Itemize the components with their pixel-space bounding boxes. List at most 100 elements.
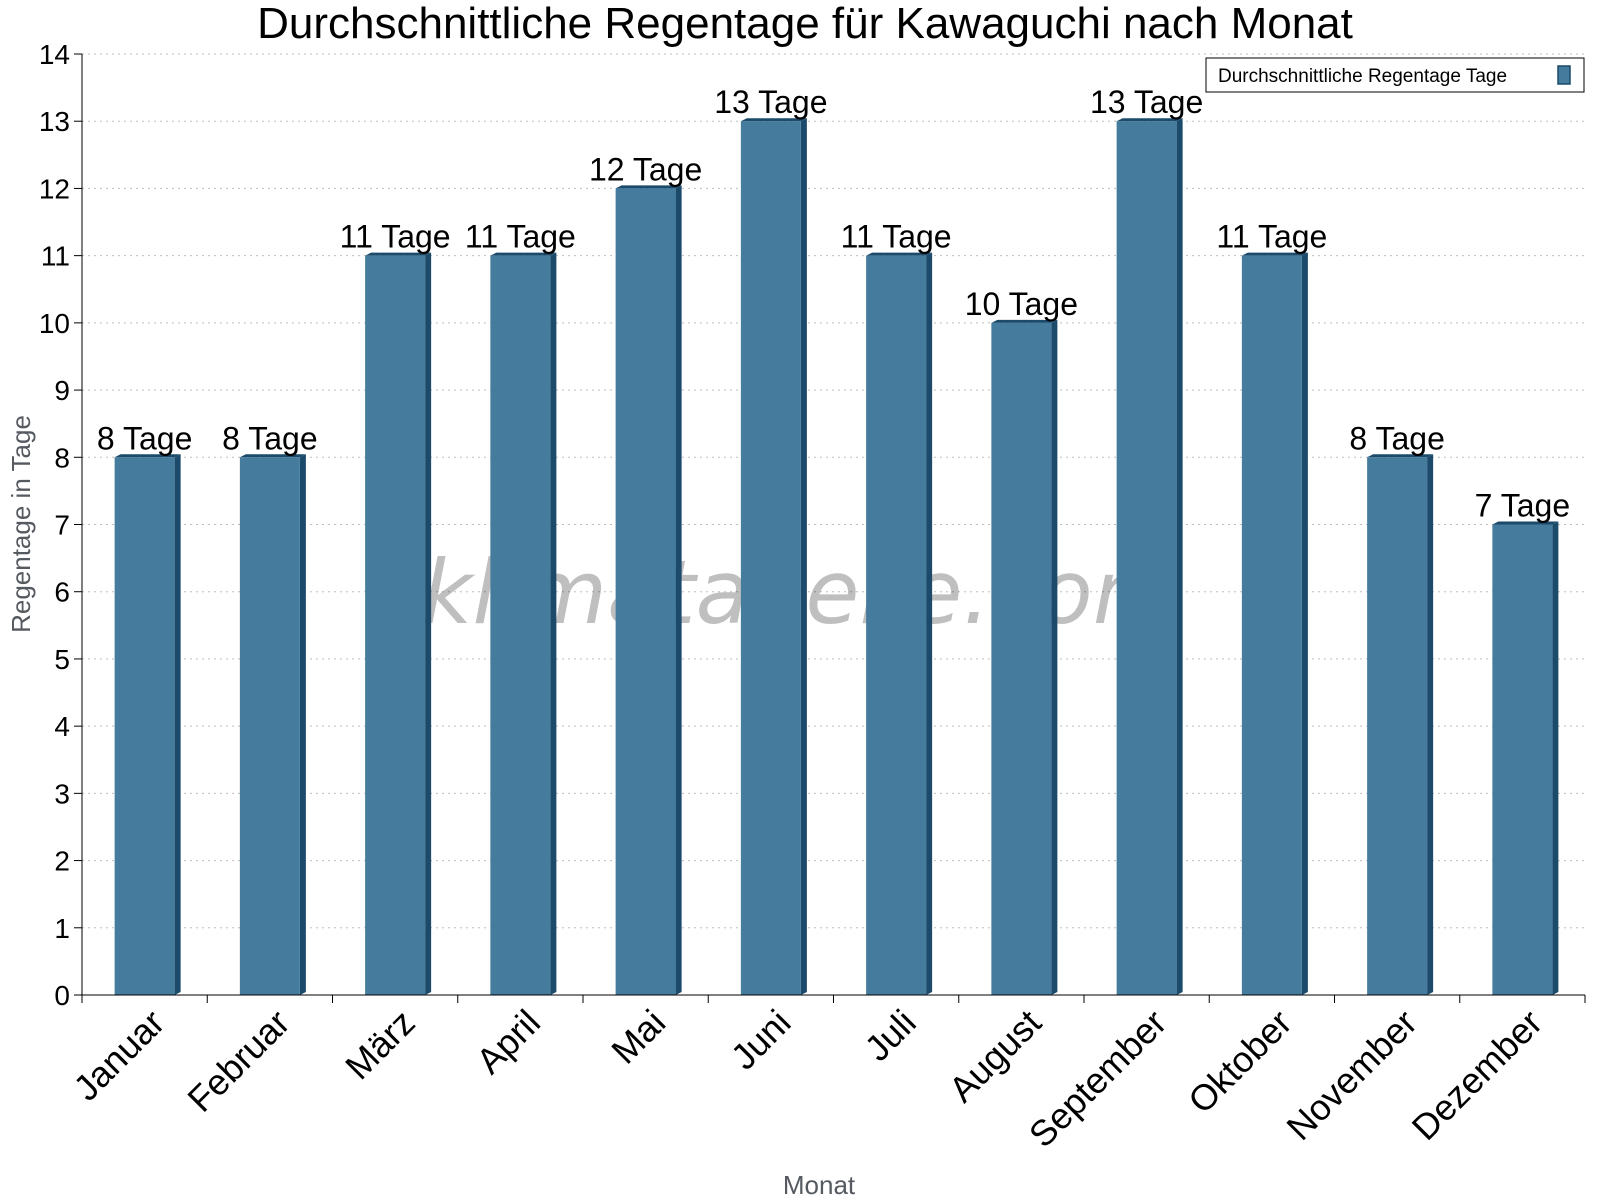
bar-face-5 xyxy=(740,121,801,995)
bar-face-8 xyxy=(1116,121,1177,995)
bars xyxy=(114,118,1559,996)
x-tick-label-10: November xyxy=(1278,1002,1424,1148)
bar-11 xyxy=(1492,521,1559,995)
x-tick-label-4: Mai xyxy=(603,1002,673,1072)
gridlines xyxy=(82,53,1585,929)
data-label-4: 12 Tage xyxy=(589,151,702,187)
x-tick-label-3: April xyxy=(468,1002,548,1082)
bar-top-4 xyxy=(615,185,682,189)
x-tick-label-2: März xyxy=(337,1002,423,1088)
bar-side-3 xyxy=(550,252,557,996)
x-tick-label-5: Juni xyxy=(723,1002,799,1078)
y-tick-label-5: 5 xyxy=(54,644,70,675)
bar-side-10 xyxy=(1427,454,1434,995)
bar-8 xyxy=(1116,118,1183,995)
data-label-1: 8 Tage xyxy=(222,420,318,456)
data-label-5: 13 Tage xyxy=(714,84,827,120)
bar-face-11 xyxy=(1492,524,1553,995)
bar-top-2 xyxy=(365,252,432,256)
data-label-6: 11 Tage xyxy=(841,219,952,255)
chart-title: Durchschnittliche Regentage für Kawaguch… xyxy=(257,0,1353,48)
bar-face-9 xyxy=(1241,255,1302,996)
y-tick-label-1: 1 xyxy=(54,913,70,944)
bar-side-6 xyxy=(926,252,933,996)
bar-face-6 xyxy=(866,255,927,996)
data-label-2: 11 Tage xyxy=(340,219,451,255)
bar-top-7 xyxy=(991,319,1058,323)
legend: Durchschnittliche Regentage Tage xyxy=(1205,57,1585,93)
bar-top-6 xyxy=(866,252,933,256)
bar-face-4 xyxy=(615,188,676,995)
y-tick-label-10: 10 xyxy=(39,308,70,339)
data-label-3: 11 Tage xyxy=(465,219,576,255)
bar-face-10 xyxy=(1367,457,1428,995)
x-tick-label-0: Januar xyxy=(65,1002,172,1109)
x-tick-label-6: Juli xyxy=(857,1002,924,1069)
y-tick-label-3: 3 xyxy=(54,778,70,809)
x-axis-ticks: Januar Februar März April Mai Juni Juli AugustS… xyxy=(65,995,1586,1156)
x-tick-label-1: Februar xyxy=(179,1002,297,1120)
bar-0 xyxy=(114,454,181,995)
y-tick-label-8: 8 xyxy=(54,442,70,473)
bar-2 xyxy=(365,252,432,996)
bar-4 xyxy=(615,185,682,995)
data-label-9: 11 Tage xyxy=(1216,219,1327,255)
y-tick-label-6: 6 xyxy=(54,577,70,608)
bar-side-1 xyxy=(299,454,306,995)
bar-side-9 xyxy=(1301,252,1308,996)
bar-face-2 xyxy=(365,255,426,996)
x-axis-label: Monat xyxy=(783,1170,856,1200)
data-label-7: 10 Tage xyxy=(965,286,1078,322)
bar-top-0 xyxy=(114,454,181,458)
data-label-10: 8 Tage xyxy=(1349,420,1445,456)
bar-9 xyxy=(1241,252,1308,996)
x-tick-label-9: Oktober xyxy=(1180,1002,1300,1122)
bar-5 xyxy=(740,118,807,995)
y-tick-label-11: 11 xyxy=(41,241,70,272)
bar-6 xyxy=(866,252,933,996)
bar-top-10 xyxy=(1367,454,1434,458)
bar-top-3 xyxy=(490,252,557,256)
y-tick-label-4: 4 xyxy=(54,711,70,742)
x-tick-label-8: September xyxy=(1021,1002,1175,1156)
data-label-11: 7 Tage xyxy=(1475,488,1571,524)
bar-face-7 xyxy=(991,322,1052,995)
bar-top-8 xyxy=(1116,118,1183,122)
x-tick-label-7: August xyxy=(941,1002,1049,1110)
bar-top-1 xyxy=(239,454,306,458)
y-tick-label-14: 14 xyxy=(39,39,70,70)
y-tick-label-2: 2 xyxy=(54,846,70,877)
y-tick-label-9: 9 xyxy=(54,375,70,406)
bar-side-2 xyxy=(425,252,432,996)
data-labels: 8 Tage 8 Tage 11 Tage 11 Tage 12 Tage 13 Tage… xyxy=(97,84,1570,523)
y-tick-label-7: 7 xyxy=(54,510,70,541)
bar-side-5 xyxy=(800,118,807,995)
bar-1 xyxy=(239,454,306,995)
bar-face-3 xyxy=(490,255,551,996)
bar-top-9 xyxy=(1241,252,1308,256)
legend-box xyxy=(1205,57,1585,93)
legend-swatch xyxy=(1557,65,1571,85)
bar-face-0 xyxy=(114,457,175,995)
y-axis-label: Regentage in Tage xyxy=(6,415,36,633)
bar-side-11 xyxy=(1552,521,1559,995)
x-tick-label-11: Dezember xyxy=(1404,1002,1550,1148)
bar-side-0 xyxy=(174,454,181,995)
bar-top-5 xyxy=(740,118,807,122)
y-tick-label-12: 12 xyxy=(39,173,70,204)
y-tick-label-0: 0 xyxy=(54,980,70,1011)
data-label-8: 13 Tage xyxy=(1090,84,1203,120)
bar-side-8 xyxy=(1176,118,1183,995)
bar-3 xyxy=(490,252,557,996)
data-label-0: 8 Tage xyxy=(97,420,193,456)
y-tick-label-13: 13 xyxy=(39,106,70,137)
bar-side-7 xyxy=(1051,319,1058,995)
bar-7 xyxy=(991,319,1058,995)
bar-side-4 xyxy=(675,185,682,995)
bar-top-11 xyxy=(1492,521,1559,525)
bar-face-1 xyxy=(239,457,300,995)
legend-label: Durchschnittliche Regentage Tage xyxy=(1218,66,1507,87)
bar-10 xyxy=(1367,454,1434,995)
